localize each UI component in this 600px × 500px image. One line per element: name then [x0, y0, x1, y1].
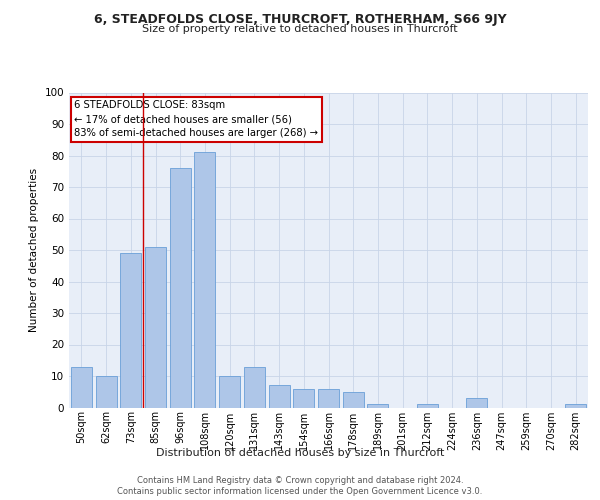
Bar — [318, 388, 339, 407]
Text: Distribution of detached houses by size in Thurcroft: Distribution of detached houses by size … — [156, 448, 444, 458]
Bar — [170, 168, 191, 408]
Bar — [71, 366, 92, 408]
Bar — [269, 386, 290, 407]
Text: Contains public sector information licensed under the Open Government Licence v3: Contains public sector information licen… — [118, 488, 482, 496]
Bar — [565, 404, 586, 407]
Y-axis label: Number of detached properties: Number of detached properties — [29, 168, 39, 332]
Bar — [367, 404, 388, 407]
Text: 6 STEADFOLDS CLOSE: 83sqm
← 17% of detached houses are smaller (56)
83% of semi-: 6 STEADFOLDS CLOSE: 83sqm ← 17% of detac… — [74, 100, 318, 138]
Bar — [293, 388, 314, 407]
Bar — [417, 404, 438, 407]
Bar — [145, 247, 166, 408]
Bar — [219, 376, 240, 408]
Bar — [466, 398, 487, 407]
Bar — [343, 392, 364, 407]
Text: 6, STEADFOLDS CLOSE, THURCROFT, ROTHERHAM, S66 9JY: 6, STEADFOLDS CLOSE, THURCROFT, ROTHERHA… — [94, 12, 506, 26]
Bar — [120, 253, 141, 408]
Text: Size of property relative to detached houses in Thurcroft: Size of property relative to detached ho… — [142, 24, 458, 34]
Text: Contains HM Land Registry data © Crown copyright and database right 2024.: Contains HM Land Registry data © Crown c… — [137, 476, 463, 485]
Bar — [244, 366, 265, 408]
Bar — [95, 376, 116, 408]
Bar — [194, 152, 215, 408]
